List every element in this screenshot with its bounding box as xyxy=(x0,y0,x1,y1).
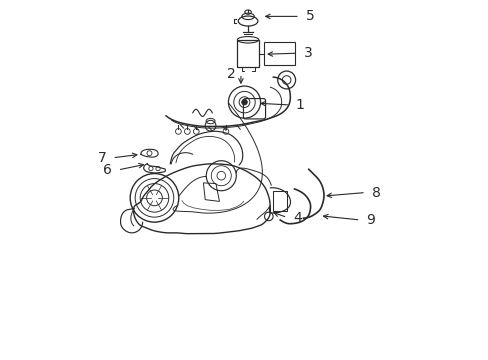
Text: 3: 3 xyxy=(303,46,312,60)
Text: 8: 8 xyxy=(371,185,380,199)
Bar xyxy=(272,191,287,211)
Text: 6: 6 xyxy=(103,163,112,177)
Circle shape xyxy=(241,99,247,105)
Text: 7: 7 xyxy=(98,151,106,165)
Text: 9: 9 xyxy=(366,213,374,227)
Text: 4: 4 xyxy=(292,211,301,225)
Bar xyxy=(264,42,294,65)
Text: 5: 5 xyxy=(305,9,314,23)
Text: 2: 2 xyxy=(226,67,235,81)
Bar xyxy=(237,40,258,67)
Text: 1: 1 xyxy=(295,98,304,112)
